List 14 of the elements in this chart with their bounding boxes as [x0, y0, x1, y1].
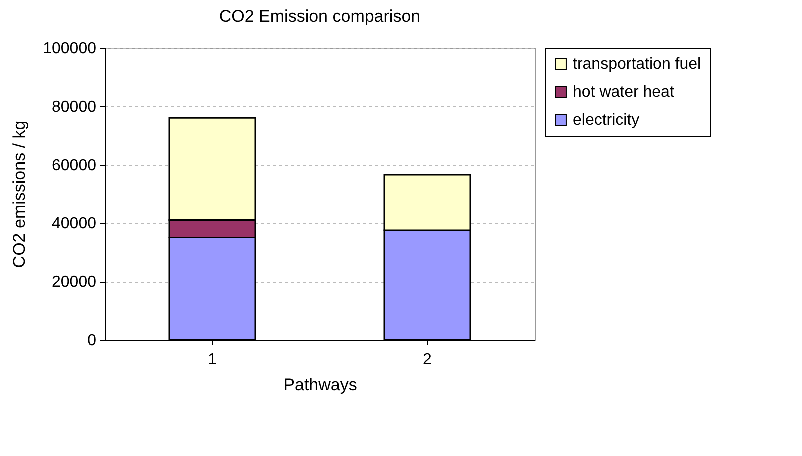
y-tick-label: 20000	[52, 274, 97, 292]
legend-label: transportation fuel	[573, 56, 702, 73]
legend-label: electricity	[573, 112, 640, 129]
legend-label: hot water heat	[573, 84, 675, 101]
x-tick-label: 1	[208, 352, 218, 368]
x-axis-title: Pathways	[284, 376, 358, 394]
y-tick-label: 60000	[52, 157, 97, 174]
x-tick-label: 2	[423, 352, 432, 368]
y-tick-label: 100000	[43, 40, 97, 58]
y-tick-label: 0	[88, 332, 97, 350]
y-axis-title: CO2 emissions / kg	[10, 120, 30, 268]
chart-title: CO2 Emission comparison	[219, 7, 421, 26]
y-tick-label: 40000	[52, 216, 97, 233]
y-tick-label: 80000	[52, 98, 97, 116]
